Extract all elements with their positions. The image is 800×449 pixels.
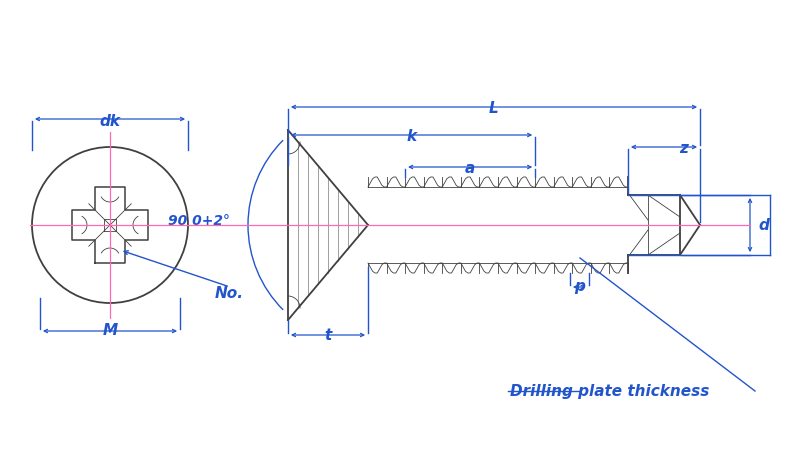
Text: a: a [465,161,475,176]
Text: p: p [574,279,585,294]
Text: k: k [406,129,417,144]
Text: z: z [679,141,689,156]
Text: 90 0+2°: 90 0+2° [168,214,230,228]
Text: Drilling plate thickness: Drilling plate thickness [510,384,710,399]
Text: dk: dk [99,114,121,129]
Text: d: d [758,217,769,233]
Text: M: M [102,323,118,338]
Text: L: L [489,101,499,116]
Text: No.: No. [215,286,244,301]
Text: t: t [324,328,332,343]
